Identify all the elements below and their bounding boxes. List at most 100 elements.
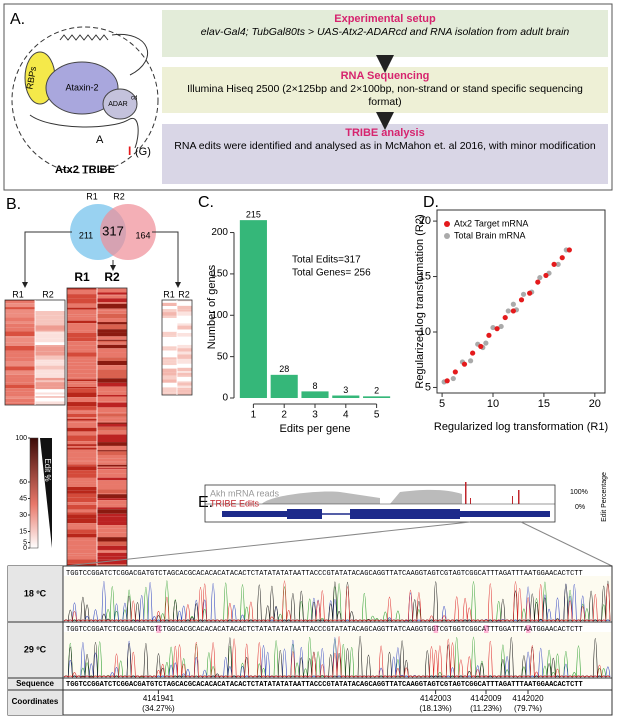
zoom-line (520, 521, 613, 567)
heatmap-cell (97, 537, 127, 542)
heatmap-cell (5, 370, 35, 372)
point (551, 261, 557, 267)
heatmap-cell (35, 345, 65, 347)
heatmap-cell (35, 351, 65, 356)
heatmap-cell (67, 418, 97, 421)
heatmap-cell (177, 358, 192, 364)
row-label: 18 ºC (24, 588, 47, 598)
heatmap-cell (162, 328, 177, 332)
heatmap-cell (97, 374, 127, 379)
heatmap-cell (67, 406, 97, 410)
chromatograms (63, 576, 611, 679)
coordinates: 4141941(34.27%) 4142003(18.13%) 4142009(11… (142, 625, 544, 713)
heatmap-cell (35, 300, 65, 305)
heatmap-cell (35, 342, 65, 346)
exon (350, 509, 460, 519)
heatmap-cell (67, 417, 97, 419)
point (502, 314, 508, 321)
heatmap-cell (162, 392, 177, 395)
venn-count: 317 (102, 223, 124, 238)
heatmap-cell (67, 441, 97, 445)
heatmap-cell (97, 426, 127, 431)
heatmap-cell (35, 333, 65, 339)
heatmap-cell (162, 318, 177, 322)
heatmap-cell (67, 352, 97, 357)
heatmap-cell (67, 434, 97, 436)
heatmap-cell (177, 301, 192, 306)
scale-tick-label: 100 (15, 435, 27, 442)
value-label: 8 (312, 381, 317, 391)
heatmap-cell (97, 451, 127, 455)
scale-tick-label: 60 (19, 479, 27, 486)
heatmap-cell (35, 387, 65, 390)
heatmap-cell (162, 358, 177, 361)
heatmap-cell (97, 294, 127, 296)
heatmap-cell (97, 504, 127, 508)
heatmap-cell (67, 502, 97, 505)
heatmap-cell (35, 386, 65, 388)
exon (287, 509, 322, 519)
heatmap-cell (162, 336, 177, 340)
step: Experimental setup elav-Gal4; TubGal80ts… (162, 10, 608, 57)
heatmap-cell (35, 355, 65, 360)
heatmap-cell (35, 362, 65, 366)
heatmap-cell (97, 292, 127, 295)
heatmap-cell (97, 468, 127, 470)
heatmap-cell (67, 316, 97, 321)
heatmap-cell (97, 473, 127, 478)
heatmap-cell (162, 335, 177, 337)
panel-label: B. (6, 196, 21, 213)
heatmap-cell (67, 359, 97, 363)
heatmap-cell (5, 337, 35, 343)
heatmap-cell (162, 362, 177, 366)
heatmap-cell (67, 381, 97, 384)
trace-bg (64, 576, 611, 621)
heatmap-cell (162, 375, 177, 380)
venn-count: 211 (79, 230, 93, 240)
heatmap-cell (97, 552, 127, 557)
heatmap-cell (5, 331, 35, 337)
heatmap-cell (97, 454, 127, 459)
heatmap-cell (67, 518, 97, 524)
bar (363, 396, 391, 398)
heatmap-cell (162, 343, 177, 347)
heatmap-cell (67, 525, 97, 530)
x-tick-label: 4 (343, 410, 349, 421)
heatmap-cell (177, 325, 192, 330)
heatmap-cell (35, 360, 65, 363)
heatmap-cell (97, 313, 127, 319)
edit-bars (465, 482, 520, 504)
heatmap-cell (35, 338, 65, 343)
heatmap-cell (35, 365, 65, 370)
point (559, 255, 565, 261)
edit-highlight (156, 625, 161, 633)
venn-arrow (22, 231, 72, 288)
sequence: TGGTCCGGATCTCGGACGATGTCTAGCACGCACACACATA… (66, 570, 583, 578)
heatmap-cell (162, 360, 177, 363)
scale-tick-label: 5 (23, 539, 27, 546)
point (486, 332, 492, 338)
heatmap-label: R2 (104, 270, 120, 284)
heatmap-cell (177, 392, 192, 395)
heatmap-cell (97, 332, 127, 337)
value-label: 28 (279, 364, 289, 374)
scale-title: Edit Percentage (601, 472, 608, 522)
heatmap-cell (162, 302, 177, 306)
heatmap-cell (97, 450, 127, 452)
heatmap-cell (5, 303, 35, 308)
heatmap-cell (97, 360, 127, 366)
heatmap-cell (97, 564, 127, 566)
heatmap-cell (177, 344, 192, 349)
heatmap-cell (97, 348, 127, 353)
heatmap-cell (35, 346, 65, 352)
heatmap-cell (67, 365, 97, 370)
heatmap-cell (97, 422, 127, 424)
heatmap-cell (97, 480, 127, 485)
heatmap-cell (35, 397, 65, 402)
scale-tick-label: 45 (19, 495, 27, 502)
heatmap-cell (35, 359, 65, 361)
heatmap-cell (35, 315, 65, 320)
heatmap-cell (97, 303, 127, 309)
heatmap-label: R1 (12, 289, 24, 299)
